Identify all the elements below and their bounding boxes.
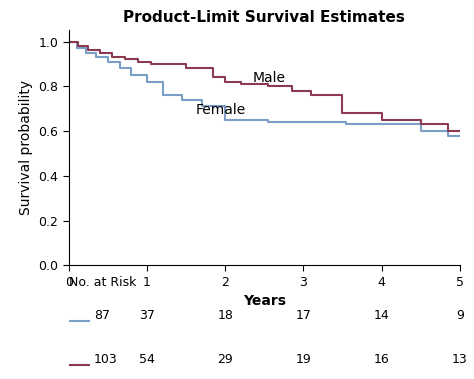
X-axis label: Years: Years bbox=[243, 294, 286, 308]
Text: 17: 17 bbox=[295, 309, 311, 322]
Title: Product-Limit Survival Estimates: Product-Limit Survival Estimates bbox=[123, 10, 405, 25]
Text: 19: 19 bbox=[295, 353, 311, 366]
Text: 37: 37 bbox=[139, 309, 155, 322]
Y-axis label: Survival probability: Survival probability bbox=[19, 80, 33, 215]
Text: 14: 14 bbox=[374, 309, 390, 322]
Text: Male: Male bbox=[253, 71, 285, 85]
Text: No. at Risk: No. at Risk bbox=[69, 276, 136, 289]
Text: 9: 9 bbox=[456, 309, 464, 322]
Text: 16: 16 bbox=[374, 353, 390, 366]
Text: 18: 18 bbox=[217, 309, 233, 322]
Text: 103: 103 bbox=[94, 353, 118, 366]
Text: 87: 87 bbox=[94, 309, 110, 322]
Text: 29: 29 bbox=[217, 353, 233, 366]
Text: 54: 54 bbox=[139, 353, 155, 366]
Text: 13: 13 bbox=[452, 353, 468, 366]
Text: Female: Female bbox=[195, 103, 246, 117]
